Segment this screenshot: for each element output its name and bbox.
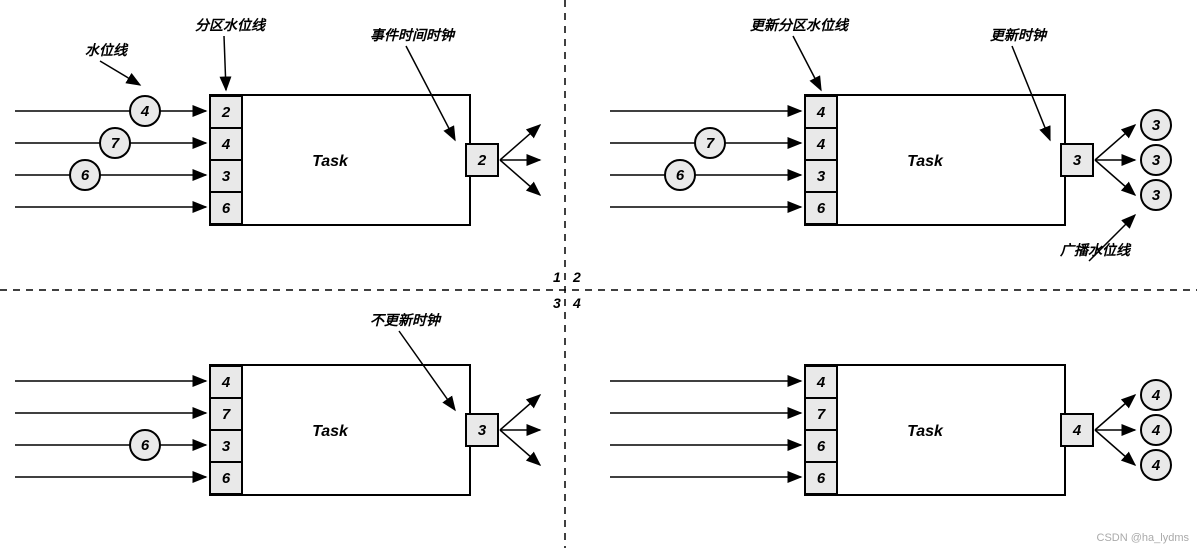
- annotation-label: 广播水位线: [1059, 242, 1132, 258]
- diagram-canvas: 1234Task24362476水位线分区水位线事件时间时钟Task443637…: [0, 0, 1197, 548]
- partition-value: 7: [222, 406, 231, 423]
- watermark-value: 7: [706, 135, 715, 152]
- clock-value: 3: [478, 422, 487, 439]
- watermark-value: 6: [81, 167, 90, 184]
- annotation-label: 不更新时钟: [370, 312, 442, 328]
- quadrant-2: 2: [572, 269, 581, 285]
- out-arrow: [1095, 160, 1135, 195]
- quadrant-1: 1: [553, 269, 561, 285]
- partition-value: 6: [222, 200, 231, 217]
- out-value: 4: [1151, 457, 1161, 474]
- annotation-arrow: [793, 36, 821, 90]
- task-label: Task: [312, 423, 349, 440]
- partition-value: 4: [816, 136, 826, 153]
- clock-value: 4: [1072, 422, 1082, 439]
- out-arrow: [1095, 395, 1135, 430]
- clock-value: 3: [1073, 152, 1082, 169]
- partition-value: 4: [816, 104, 826, 121]
- quadrant-3: 3: [553, 295, 561, 311]
- out-value: 4: [1151, 387, 1161, 404]
- annotation-label: 水位线: [85, 42, 129, 58]
- out-arrow: [1095, 430, 1135, 465]
- partition-value: 3: [222, 168, 231, 185]
- quadrant-4: 4: [572, 295, 581, 311]
- task-label: Task: [907, 153, 944, 170]
- partition-value: 2: [221, 104, 231, 121]
- annotation-label: 事件时间时钟: [370, 27, 456, 43]
- clock-value: 2: [477, 152, 487, 169]
- annotation-label: 分区水位线: [195, 17, 267, 33]
- partition-value: 6: [817, 438, 826, 455]
- watermark: CSDN @ha_lydms: [1097, 532, 1189, 544]
- partition-value: 6: [817, 200, 826, 217]
- task-label: Task: [907, 423, 944, 440]
- out-arrow: [500, 125, 540, 160]
- annotation-arrow: [100, 61, 140, 85]
- annotation-label: 更新分区水位线: [750, 17, 850, 33]
- watermark-value: 6: [141, 437, 150, 454]
- task-label: Task: [312, 153, 349, 170]
- annotation-label: 更新时钟: [990, 27, 1048, 43]
- partition-value: 3: [817, 168, 826, 185]
- watermark-value: 7: [111, 135, 120, 152]
- out-arrow: [1095, 125, 1135, 160]
- partition-value: 7: [817, 406, 826, 423]
- partition-value: 6: [817, 470, 826, 487]
- partition-value: 6: [222, 470, 231, 487]
- watermark-value: 4: [140, 103, 150, 120]
- out-value: 4: [1151, 422, 1161, 439]
- partition-value: 4: [221, 136, 231, 153]
- out-arrow: [500, 160, 540, 195]
- out-arrow: [500, 430, 540, 465]
- out-value: 3: [1152, 152, 1161, 169]
- partition-value: 3: [222, 438, 231, 455]
- out-value: 3: [1152, 187, 1161, 204]
- out-arrow: [500, 395, 540, 430]
- watermark-value: 6: [676, 167, 685, 184]
- partition-value: 4: [221, 374, 231, 391]
- partition-value: 4: [816, 374, 826, 391]
- out-value: 3: [1152, 117, 1161, 134]
- annotation-arrow: [224, 36, 226, 90]
